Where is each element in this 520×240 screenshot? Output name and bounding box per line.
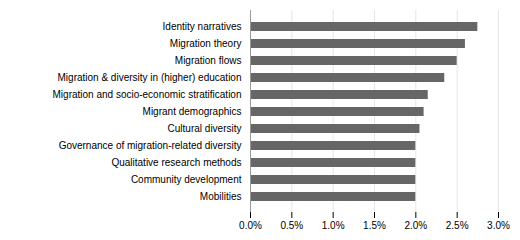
svg-text:Identity narratives: Identity narratives [163,21,242,32]
svg-text:1.0%: 1.0% [322,220,345,231]
svg-text:0.0%: 0.0% [239,220,262,231]
svg-text:Cultural diversity: Cultural diversity [168,123,242,134]
svg-text:0.5%: 0.5% [280,220,303,231]
svg-text:Migrant demographics: Migrant demographics [143,106,242,117]
svg-text:Migration and socio-economic s: Migration and socio-economic stratificat… [53,89,242,100]
svg-text:Qualitative research methods: Qualitative research methods [111,157,241,168]
svg-text:Community development: Community development [131,174,242,185]
svg-text:Governance of migration-relate: Governance of migration-related diversit… [59,140,242,151]
svg-text:2.5%: 2.5% [446,220,469,231]
svg-text:Migration & diversity in (high: Migration & diversity in (higher) educat… [58,72,242,83]
svg-text:1.5%: 1.5% [363,220,386,231]
svg-text:Mobilities: Mobilities [200,191,242,202]
svg-text:2.0%: 2.0% [404,220,427,231]
svg-text:Migration theory: Migration theory [170,38,242,49]
svg-text:Migration flows: Migration flows [175,55,242,66]
svg-text:3.0%: 3.0% [487,220,510,231]
